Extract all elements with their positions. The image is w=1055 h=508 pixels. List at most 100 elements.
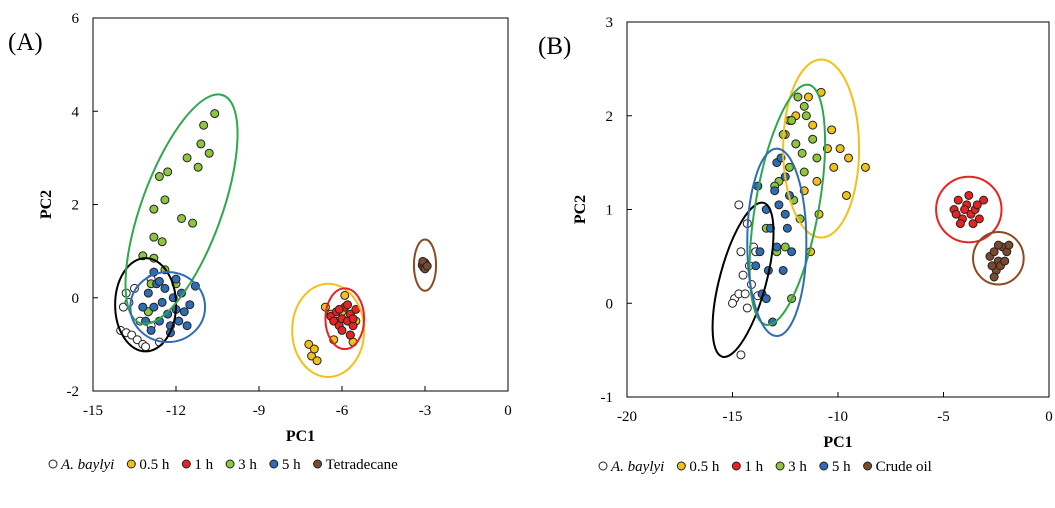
data-point <box>193 162 203 172</box>
data-point <box>309 344 319 354</box>
data-point <box>182 153 192 163</box>
data-point <box>755 247 765 257</box>
panel-label: (B) <box>538 33 571 60</box>
series-points <box>728 200 763 360</box>
data-point <box>812 176 822 186</box>
x-tick-label: 0 <box>504 403 512 419</box>
legend-marker <box>269 459 279 469</box>
legend-label: A. baylyi <box>60 457 114 473</box>
data-point <box>987 261 997 271</box>
data-point <box>774 200 784 210</box>
data-point <box>422 261 432 271</box>
data-point <box>808 120 818 130</box>
legend-label: 3 h <box>788 459 807 475</box>
y-tick-label: 2 <box>606 109 614 125</box>
y-tick-label: 1 <box>606 203 614 219</box>
legend-marker <box>48 459 58 469</box>
y-axis-label: PC2 <box>38 190 55 219</box>
data-point <box>163 167 173 177</box>
data-point <box>778 265 788 275</box>
legend-marker <box>819 461 829 471</box>
plot-frame <box>92 17 509 392</box>
data-point <box>829 162 839 172</box>
data-point <box>960 205 970 214</box>
y-tick-label: 4 <box>72 104 80 120</box>
x-tick-label: -6 <box>336 403 349 419</box>
legend-marker <box>181 459 191 469</box>
x-axis-label: PC1 <box>823 434 852 451</box>
data-point <box>989 272 999 282</box>
data-point <box>968 219 978 229</box>
x-tick-label: -10 <box>828 409 848 425</box>
data-point <box>784 162 794 172</box>
data-point <box>738 270 748 280</box>
x-tick-label: -20 <box>617 409 637 425</box>
confidence-ellipse <box>748 83 827 326</box>
data-point <box>787 115 797 125</box>
legend-label: Tetradecane <box>326 457 399 473</box>
data-point <box>190 281 200 291</box>
data-point <box>337 325 347 335</box>
data-point <box>953 195 963 205</box>
data-point <box>149 302 159 312</box>
data-point <box>179 307 189 317</box>
series-points <box>949 190 989 229</box>
y-tick-label: 2 <box>72 198 80 214</box>
data-point <box>340 290 350 300</box>
data-point <box>728 298 737 308</box>
legend-label: 1 h <box>194 457 213 473</box>
data-point <box>182 321 192 331</box>
legend-marker <box>676 461 686 471</box>
y-axis-label: PC2 <box>572 195 589 224</box>
x-tick-label: -15 <box>83 403 103 419</box>
data-point <box>955 219 965 229</box>
data-point <box>799 101 809 111</box>
x-axis-label: PC1 <box>286 428 315 445</box>
confidence-ellipse <box>124 93 239 325</box>
data-point <box>174 316 184 326</box>
x-tick-label: -5 <box>937 409 950 425</box>
confidence-ellipse <box>114 257 177 353</box>
data-point <box>1000 256 1010 266</box>
data-point <box>196 139 206 149</box>
panel-a: (A) -15 -12 -9 -6 -3 0 -2 0 2 4 6 PC1 PC2 A. baylyi 0.5… <box>8 11 512 473</box>
data-point <box>799 167 809 177</box>
data-point <box>736 247 746 257</box>
confidence-ellipse <box>935 175 1003 244</box>
data-point <box>782 223 792 233</box>
data-point <box>780 209 790 219</box>
data-point <box>835 144 845 154</box>
legend-marker <box>598 461 608 471</box>
data-point <box>348 314 358 324</box>
data-point <box>803 92 813 102</box>
data-point <box>343 300 353 310</box>
data-point <box>204 148 214 158</box>
series-points <box>417 256 432 274</box>
data-point <box>787 247 797 257</box>
data-point <box>742 303 752 313</box>
data-point <box>736 350 746 360</box>
legend-label: 1 h <box>744 459 763 475</box>
legend-marker <box>863 461 873 471</box>
y-tick-label: 0 <box>72 291 80 307</box>
y-tick-label: 6 <box>72 11 80 27</box>
series-points <box>326 300 361 340</box>
x-tick-label: -15 <box>723 409 743 425</box>
confidence-ellipse <box>746 147 808 338</box>
data-point <box>751 261 761 271</box>
data-point <box>185 300 195 310</box>
data-point <box>808 134 818 144</box>
legend-label: 5 h <box>282 457 301 473</box>
x-tick-label: 0 <box>1045 409 1053 425</box>
data-point <box>740 289 750 299</box>
legend-marker <box>775 461 785 471</box>
data-point <box>951 209 961 219</box>
data-point <box>141 342 151 352</box>
data-point <box>188 218 198 228</box>
data-point <box>138 302 148 312</box>
data-point <box>989 247 999 257</box>
data-point <box>154 172 164 182</box>
legend-label: Crude oil <box>876 459 932 475</box>
data-point <box>979 195 989 205</box>
